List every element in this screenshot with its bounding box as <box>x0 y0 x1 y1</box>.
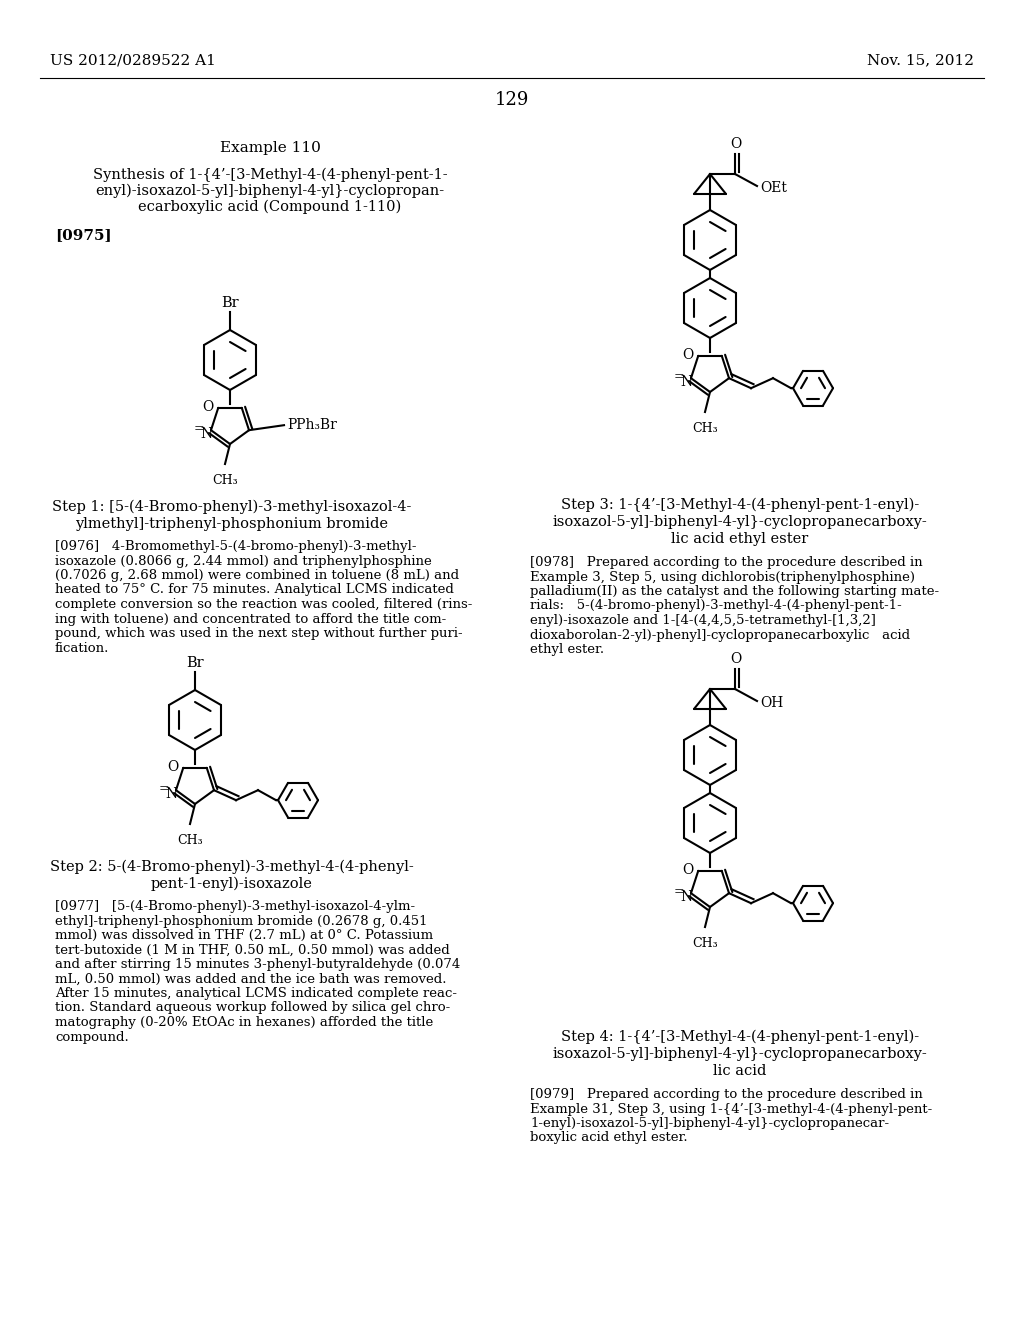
Text: Step 3: 1-{4’-[3-Methyl-4-(4-phenyl-pent-1-enyl)-: Step 3: 1-{4’-[3-Methyl-4-(4-phenyl-pent… <box>561 498 920 512</box>
Text: and after stirring 15 minutes 3-phenyl-butyraldehyde (0.074: and after stirring 15 minutes 3-phenyl-b… <box>55 958 460 972</box>
Text: isoxazol-5-yl]-biphenyl-4-yl}-cyclopropanecarboxy-: isoxazol-5-yl]-biphenyl-4-yl}-cyclopropa… <box>553 1047 928 1061</box>
Text: heated to 75° C. for 75 minutes. Analytical LCMS indicated: heated to 75° C. for 75 minutes. Analyti… <box>55 583 454 597</box>
Text: OEt: OEt <box>760 181 786 195</box>
Text: Br: Br <box>221 296 239 310</box>
Text: ing with toluene) and concentrated to afford the title com-: ing with toluene) and concentrated to af… <box>55 612 446 626</box>
Text: enyl)-isoxazole and 1-[4-(4,4,5,5-tetramethyl-[1,3,2]: enyl)-isoxazole and 1-[4-(4,4,5,5-tetram… <box>530 614 876 627</box>
Text: complete conversion so the reaction was cooled, filtered (rins-: complete conversion so the reaction was … <box>55 598 472 611</box>
Text: mmol) was dissolved in THF (2.7 mL) at 0° C. Potassium: mmol) was dissolved in THF (2.7 mL) at 0… <box>55 929 433 942</box>
Text: pent-1-enyl)-isoxazole: pent-1-enyl)-isoxazole <box>152 876 313 891</box>
Text: O: O <box>683 347 694 362</box>
Text: [0976]   4-Bromomethyl-5-(4-bromo-phenyl)-3-methyl-: [0976] 4-Bromomethyl-5-(4-bromo-phenyl)-… <box>55 540 417 553</box>
Text: Synthesis of 1-{4’-[3-Methyl-4-(4-phenyl-pent-1-: Synthesis of 1-{4’-[3-Methyl-4-(4-phenyl… <box>93 168 447 182</box>
Text: O: O <box>730 137 741 150</box>
Text: palladium(II) as the catalyst and the following starting mate-: palladium(II) as the catalyst and the fo… <box>530 585 939 598</box>
Text: dioxaborolan-2-yl)-phenyl]-cyclopropanecarboxylic   acid: dioxaborolan-2-yl)-phenyl]-cyclopropanec… <box>530 628 910 642</box>
Text: pound, which was used in the next step without further puri-: pound, which was used in the next step w… <box>55 627 463 640</box>
Text: Step 2: 5-(4-Bromo-phenyl)-3-methyl-4-(4-phenyl-: Step 2: 5-(4-Bromo-phenyl)-3-methyl-4-(4… <box>50 861 414 874</box>
Text: enyl)-isoxazol-5-yl]-biphenyl-4-yl}-cyclopropan-: enyl)-isoxazol-5-yl]-biphenyl-4-yl}-cycl… <box>95 183 444 198</box>
Text: OH: OH <box>760 696 783 710</box>
Text: lic acid: lic acid <box>714 1064 767 1078</box>
Text: rials:   5-(4-bromo-phenyl)-3-methyl-4-(4-phenyl-pent-1-: rials: 5-(4-bromo-phenyl)-3-methyl-4-(4-… <box>530 599 902 612</box>
Text: matography (0-20% EtOAc in hexanes) afforded the title: matography (0-20% EtOAc in hexanes) affo… <box>55 1016 433 1030</box>
Text: Br: Br <box>186 656 204 671</box>
Text: (0.7026 g, 2.68 mmol) were combined in toluene (8 mL) and: (0.7026 g, 2.68 mmol) were combined in t… <box>55 569 459 582</box>
Text: CH₃: CH₃ <box>212 474 238 487</box>
Text: ethyl]-triphenyl-phosphonium bromide (0.2678 g, 0.451: ethyl]-triphenyl-phosphonium bromide (0.… <box>55 915 427 928</box>
Text: isoxazol-5-yl]-biphenyl-4-yl}-cyclopropanecarboxy-: isoxazol-5-yl]-biphenyl-4-yl}-cyclopropa… <box>553 515 928 529</box>
Text: After 15 minutes, analytical LCMS indicated complete reac-: After 15 minutes, analytical LCMS indica… <box>55 987 457 1001</box>
Text: 1-enyl)-isoxazol-5-yl]-biphenyl-4-yl}-cyclopropanecar-: 1-enyl)-isoxazol-5-yl]-biphenyl-4-yl}-cy… <box>530 1117 889 1130</box>
Text: =: = <box>194 421 205 434</box>
Text: N: N <box>680 375 692 389</box>
Text: N: N <box>680 890 692 904</box>
Text: Example 110: Example 110 <box>219 141 321 154</box>
Text: compound.: compound. <box>55 1031 129 1044</box>
Text: O: O <box>168 760 179 774</box>
Text: ylmethyl]-triphenyl-phosphonium bromide: ylmethyl]-triphenyl-phosphonium bromide <box>76 517 388 531</box>
Text: fication.: fication. <box>55 642 110 655</box>
Text: isoxazole (0.8066 g, 2.44 mmol) and triphenylphosphine: isoxazole (0.8066 g, 2.44 mmol) and trip… <box>55 554 432 568</box>
Text: ecarboxylic acid (Compound 1-110): ecarboxylic acid (Compound 1-110) <box>138 201 401 214</box>
Text: mL, 0.50 mmol) was added and the ice bath was removed.: mL, 0.50 mmol) was added and the ice bat… <box>55 973 446 986</box>
Text: [0978]   Prepared according to the procedure described in: [0978] Prepared according to the procedu… <box>530 556 923 569</box>
Text: tert-butoxide (1 M in THF, 0.50 mL, 0.50 mmol) was added: tert-butoxide (1 M in THF, 0.50 mL, 0.50… <box>55 944 450 957</box>
Text: ethyl ester.: ethyl ester. <box>530 643 604 656</box>
Text: [0979]   Prepared according to the procedure described in: [0979] Prepared according to the procedu… <box>530 1088 923 1101</box>
Text: lic acid ethyl ester: lic acid ethyl ester <box>672 532 809 546</box>
Text: [0977]   [5-(4-Bromo-phenyl)-3-methyl-isoxazol-4-ylm-: [0977] [5-(4-Bromo-phenyl)-3-methyl-isox… <box>55 900 415 913</box>
Text: O: O <box>683 863 694 876</box>
Text: [0975]: [0975] <box>55 228 112 242</box>
Text: PPh₃Br: PPh₃Br <box>287 418 337 432</box>
Text: O: O <box>203 400 214 413</box>
Text: Step 1: [5-(4-Bromo-phenyl)-3-methyl-isoxazol-4-: Step 1: [5-(4-Bromo-phenyl)-3-methyl-iso… <box>52 500 412 515</box>
Text: =: = <box>159 781 169 795</box>
Text: =: = <box>674 370 684 383</box>
Text: CH₃: CH₃ <box>692 937 718 950</box>
Text: N: N <box>200 428 212 441</box>
Text: CH₃: CH₃ <box>177 834 203 847</box>
Text: =: = <box>674 884 684 898</box>
Text: Example 31, Step 3, using 1-{4’-[3-methyl-4-(4-phenyl-pent-: Example 31, Step 3, using 1-{4’-[3-methy… <box>530 1102 932 1115</box>
Text: N: N <box>165 787 177 801</box>
Text: boxylic acid ethyl ester.: boxylic acid ethyl ester. <box>530 1131 688 1144</box>
Text: Step 4: 1-{4’-[3-Methyl-4-(4-phenyl-pent-1-enyl)-: Step 4: 1-{4’-[3-Methyl-4-(4-phenyl-pent… <box>561 1030 920 1044</box>
Text: US 2012/0289522 A1: US 2012/0289522 A1 <box>50 53 216 67</box>
Text: Nov. 15, 2012: Nov. 15, 2012 <box>867 53 974 67</box>
Text: 129: 129 <box>495 91 529 110</box>
Text: Example 3, Step 5, using dichlorobis(triphenylphosphine): Example 3, Step 5, using dichlorobis(tri… <box>530 570 915 583</box>
Text: tion. Standard aqueous workup followed by silica gel chro-: tion. Standard aqueous workup followed b… <box>55 1002 451 1015</box>
Text: O: O <box>730 652 741 667</box>
Text: CH₃: CH₃ <box>692 422 718 436</box>
